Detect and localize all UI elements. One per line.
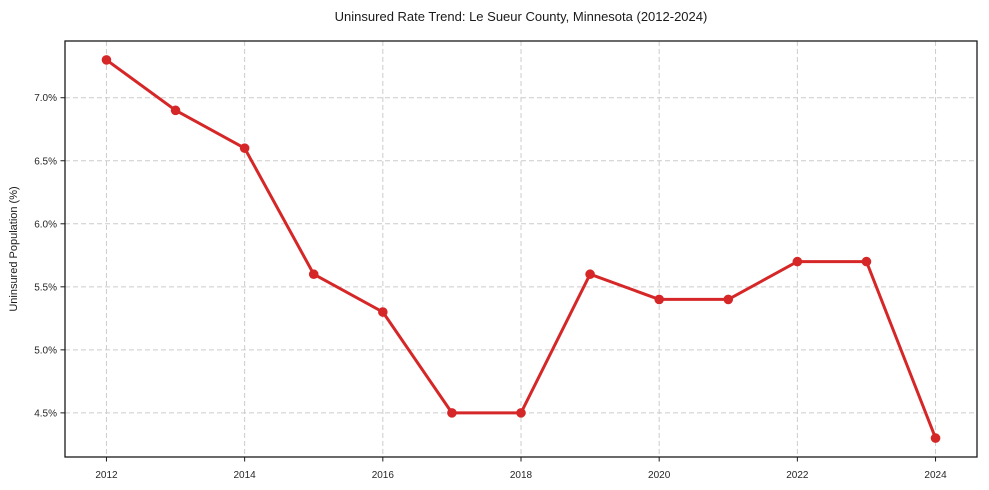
- data-point-2023: [861, 256, 872, 267]
- x-tick-label: 2016: [372, 470, 395, 481]
- x-tick-label: 2024: [924, 470, 947, 481]
- x-tick-label: 2018: [510, 470, 533, 481]
- y-tick-label: 6.0%: [34, 219, 57, 230]
- y-tick-label: 4.5%: [34, 408, 57, 419]
- data-point-2024: [930, 433, 941, 443]
- y-tick-label: 7.0%: [34, 93, 57, 104]
- x-tick-label: 2022: [786, 470, 809, 481]
- chart-title: Uninsured Rate Trend: Le Sueur County, M…: [334, 9, 708, 24]
- data-point-2013: [170, 105, 181, 116]
- x-tick-label: 2012: [95, 470, 118, 481]
- data-point-2016: [378, 307, 388, 317]
- data-point-2020: [654, 294, 664, 305]
- data-point-2017: [447, 408, 457, 418]
- data-point-2022: [792, 256, 803, 267]
- data-point-2018: [516, 408, 526, 418]
- y-tick-label: 5.5%: [34, 282, 57, 293]
- y-tick-label: 5.0%: [34, 345, 57, 356]
- y-tick-label: 6.5%: [34, 156, 57, 167]
- data-point-2015: [308, 269, 319, 280]
- x-tick-label: 2014: [234, 470, 257, 481]
- data-point-2012: [101, 55, 112, 65]
- data-point-2019: [585, 269, 595, 280]
- y-axis-label: Uninsured Population (%): [8, 186, 20, 312]
- data-point-2021: [723, 294, 734, 305]
- x-tick-label: 2020: [648, 470, 671, 481]
- data-point-2014: [239, 143, 250, 153]
